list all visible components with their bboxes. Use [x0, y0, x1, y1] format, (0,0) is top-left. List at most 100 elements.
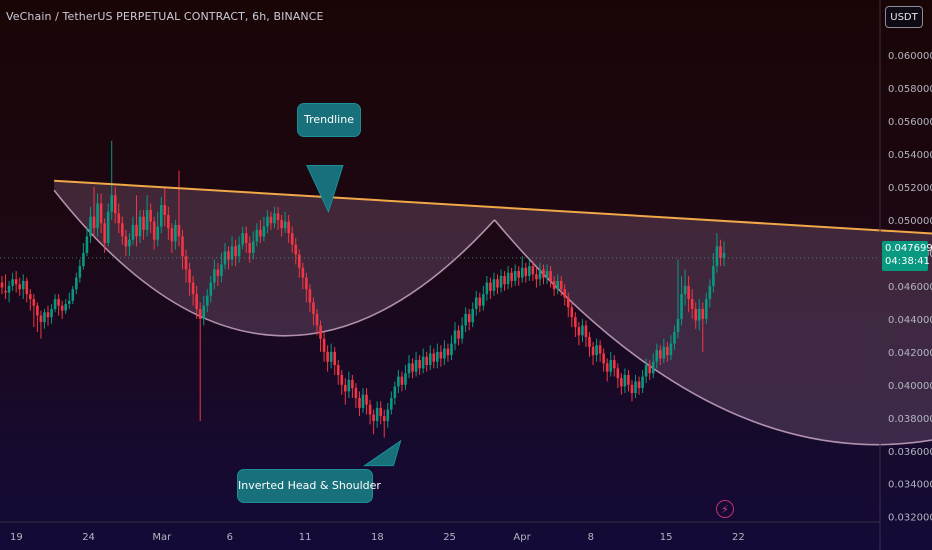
candle: [131, 216, 135, 245]
pattern-annotation[interactable]: Inverted Head & Shoulder: [238, 470, 381, 502]
candle: [705, 292, 708, 324]
candle-body: [658, 350, 662, 359]
candle: [11, 272, 14, 291]
candle: [694, 302, 697, 329]
candle: [489, 277, 492, 300]
candle: [244, 226, 248, 253]
candle-body: [708, 285, 712, 300]
candle-body: [535, 274, 538, 280]
candle: [135, 195, 138, 247]
flash-icon[interactable]: ⚡: [716, 500, 734, 518]
candle-body: [612, 360, 616, 369]
candle-body: [673, 332, 676, 344]
candle: [443, 340, 446, 366]
candle: [556, 274, 559, 295]
candle: [0, 276, 4, 295]
candle: [358, 391, 361, 417]
candle-body: [556, 280, 559, 290]
candle-body: [464, 313, 467, 326]
candle: [545, 264, 549, 285]
candle-body: [368, 404, 372, 415]
candle-body: [36, 305, 39, 316]
candle: [581, 318, 584, 342]
candle-body: [694, 308, 697, 321]
candle: [213, 259, 216, 290]
candle-body: [407, 363, 411, 374]
x-tick-label: 19: [10, 532, 23, 543]
candle: [103, 218, 106, 253]
candle-body: [524, 267, 528, 276]
candle-body: [138, 216, 142, 237]
candle: [273, 206, 276, 229]
candle-body: [414, 360, 418, 372]
candle-body: [559, 280, 563, 290]
candle: [492, 272, 496, 296]
candle-body: [259, 229, 262, 237]
candle-body: [372, 414, 375, 422]
candle-body: [301, 267, 305, 278]
candle: [71, 285, 75, 305]
candle: [21, 274, 25, 300]
candle-body: [297, 254, 301, 268]
candle-body: [251, 241, 255, 253]
trendline-annotation[interactable]: Trendline: [298, 104, 360, 136]
candle-body: [382, 416, 386, 422]
candle-body: [262, 226, 266, 237]
candle-body: [510, 272, 513, 281]
candle-body: [280, 219, 283, 229]
candle: [375, 401, 379, 428]
candle: [436, 343, 439, 369]
candle-body: [644, 365, 648, 377]
candle: [198, 302, 202, 422]
candle: [191, 276, 195, 306]
candle-body: [499, 276, 503, 288]
y-tick-label: 0.058000: [888, 84, 932, 95]
candle-body: [457, 330, 460, 339]
candle-body: [60, 305, 64, 311]
candle-body: [577, 327, 581, 336]
candle-body: [375, 407, 379, 422]
candle: [315, 308, 319, 336]
pattern-arc-1: [53, 189, 496, 337]
y-tick-label: 0.052000: [888, 183, 932, 194]
candle: [276, 206, 280, 230]
candle: [439, 345, 443, 367]
candle: [294, 238, 298, 265]
candle: [666, 341, 669, 362]
candle-body: [269, 216, 273, 224]
y-tick-label: 0.054000: [888, 150, 932, 161]
candle: [612, 355, 616, 377]
candle: [39, 310, 43, 339]
candle: [510, 267, 513, 288]
candle: [308, 284, 312, 313]
candle-body: [128, 239, 131, 247]
candle: [85, 226, 89, 257]
candle: [46, 305, 50, 326]
trendline: [54, 179, 932, 235]
candle: [57, 294, 60, 316]
candle: [156, 211, 160, 247]
candle: [471, 302, 475, 328]
candle: [421, 348, 425, 374]
candle-body: [67, 300, 71, 305]
candle: [82, 243, 85, 270]
candle: [188, 262, 191, 296]
candle: [163, 186, 167, 227]
candle: [485, 276, 489, 301]
candle-body: [719, 246, 722, 258]
candle: [697, 299, 701, 331]
candle: [25, 277, 29, 303]
candle-body: [241, 233, 244, 245]
candle: [658, 345, 662, 366]
candle-body: [156, 226, 160, 240]
symbol-title: VeChain / TetherUS PERPETUAL CONTRACT, 6…: [6, 10, 324, 23]
candle-body: [198, 308, 202, 319]
candle: [287, 215, 290, 244]
candle-body: [531, 266, 535, 275]
candle: [106, 203, 110, 247]
candle-body: [43, 312, 46, 323]
candle-body: [436, 351, 439, 362]
currency-button[interactable]: USDT: [885, 6, 923, 28]
candle-body: [627, 374, 630, 385]
